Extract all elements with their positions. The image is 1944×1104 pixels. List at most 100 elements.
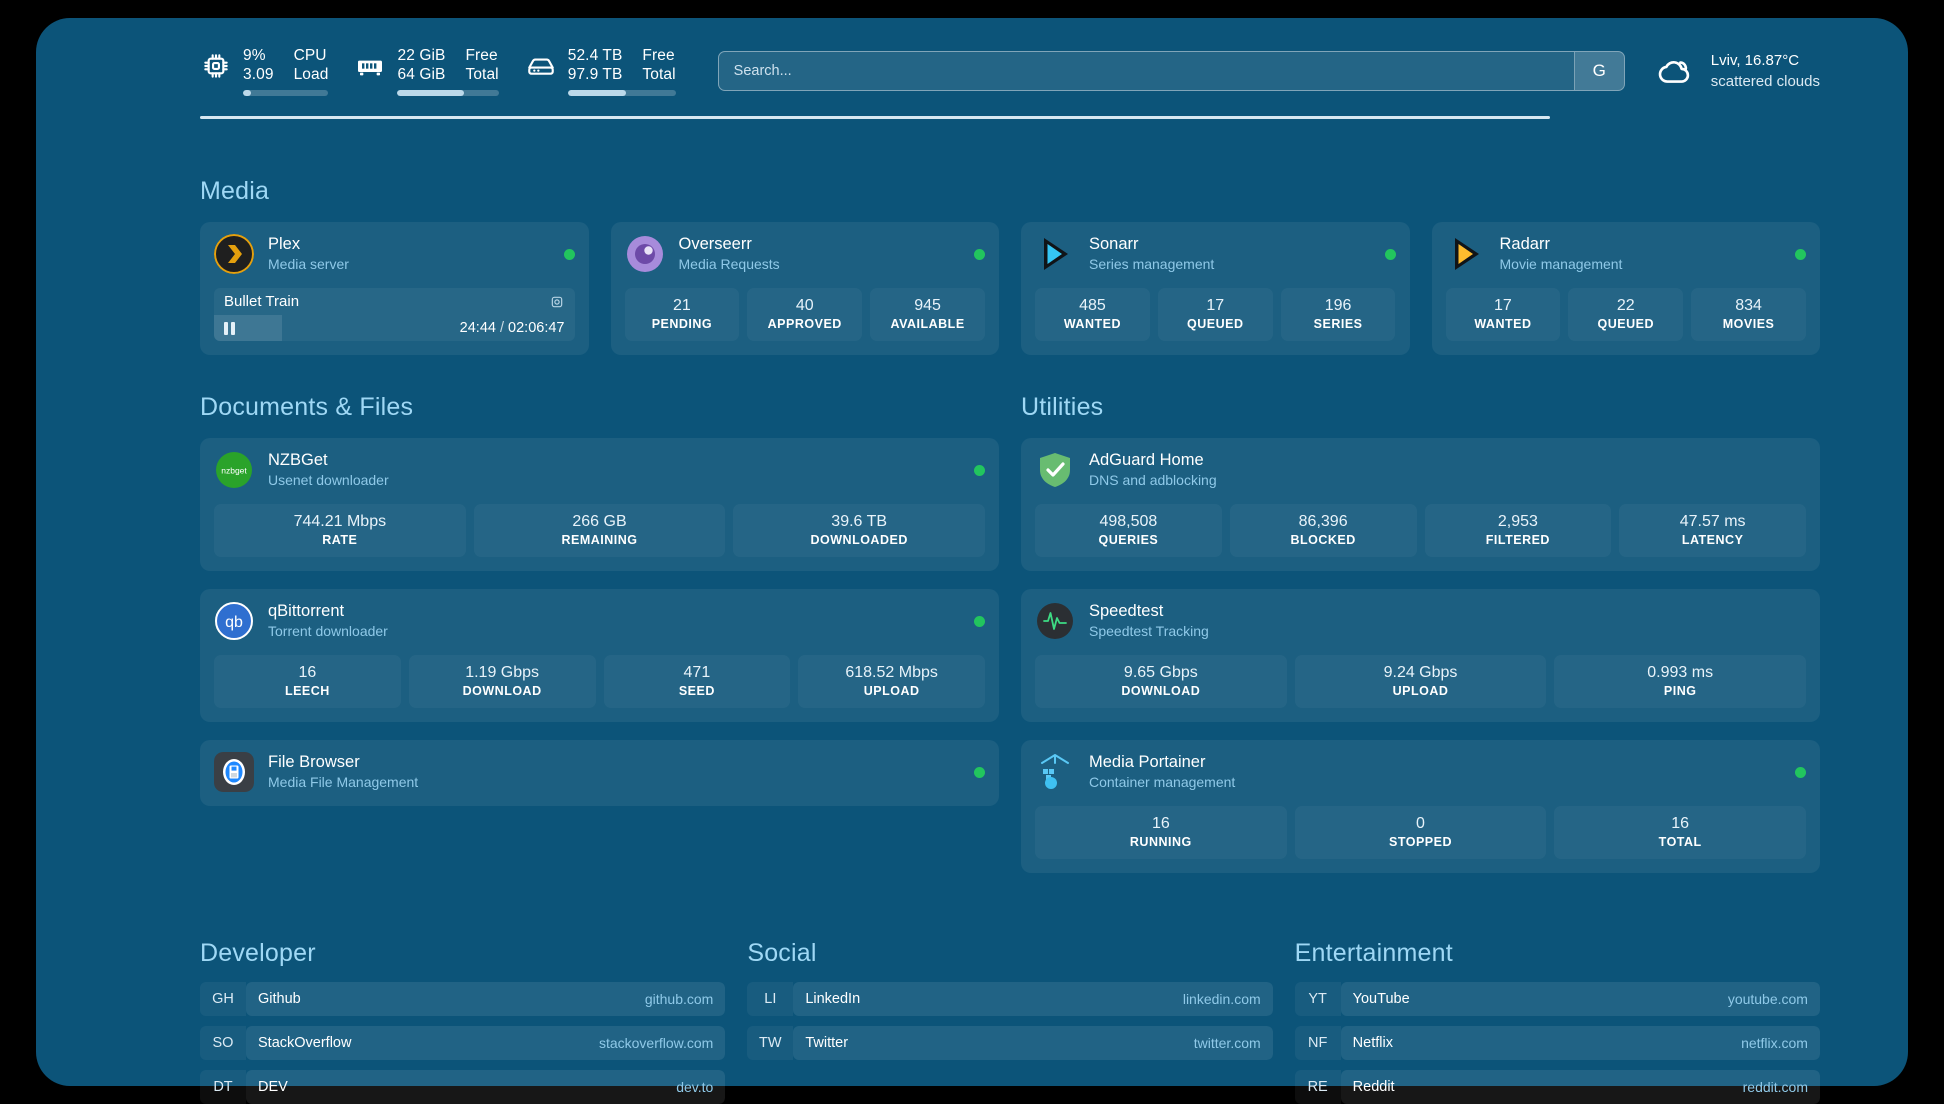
stat-value: 47.57 ms (1679, 513, 1746, 530)
bookmark-item-youtube[interactable]: YT YouTube youtube.com (1294, 982, 1820, 1016)
service-card-sonarr[interactable]: Sonarr Series management 485 WANTED 17 Q… (1021, 222, 1410, 355)
bookmark-item-reddit[interactable]: RE Reddit reddit.com (1294, 1070, 1820, 1104)
memory-label-1: Free (465, 47, 498, 64)
stat-tile: 22 QUEUED (1568, 288, 1684, 341)
stat-value: 0 (1416, 815, 1425, 832)
bookmark-abbr: YT (1294, 982, 1341, 1016)
stat-label: STOPPED (1389, 835, 1453, 849)
bookmark-name: Reddit (1352, 1079, 1395, 1095)
stat-value: 16 (298, 664, 317, 681)
stat-label: TOTAL (1658, 835, 1702, 849)
bookmark-group-social: Social LI LinkedIn linkedin.com TW Twitt… (747, 939, 1273, 1104)
service-card-overseerr[interactable]: Overseerr Media Requests 21 PENDING 40 A… (610, 222, 999, 355)
bookmark-item-linkedin[interactable]: LI LinkedIn linkedin.com (747, 982, 1273, 1016)
service-card-nzbget[interactable]: nzbget NZBGet Usenet downloader 74 (200, 438, 999, 571)
stat-value: 40 (795, 297, 814, 314)
stat-label: LEECH (284, 684, 330, 698)
stat-value: 17 (1494, 297, 1512, 314)
overseerr-desc: Media Requests (678, 256, 780, 272)
stat-value: 834 (1735, 297, 1762, 314)
service-card-portainer[interactable]: Media Portainer Container management 16 … (1021, 740, 1820, 873)
stat-label: PENDING (651, 317, 713, 331)
stat-tile: 86,396 BLOCKED (1229, 504, 1417, 557)
now-playing-time: 24:44 / 02:06:47 (459, 320, 565, 336)
plex-settings-icon[interactable] (549, 294, 565, 310)
adguard-desc: DNS and adblocking (1089, 472, 1217, 488)
bookmark-url: twitter.com (1193, 1035, 1261, 1051)
bookmark-name: StackOverflow (258, 1035, 352, 1051)
bookmark-abbr: TW (747, 1026, 794, 1060)
memory-label-2: Total (465, 66, 499, 83)
filebrowser-name: File Browser (268, 753, 360, 771)
memory-icon (354, 50, 386, 82)
stat-value: 498,508 (1099, 513, 1158, 530)
search-input[interactable] (718, 63, 1574, 79)
section-title-utilities: Utilities (1021, 393, 1104, 421)
stat-value: 9.65 Gbps (1123, 664, 1198, 681)
bookmark-item-dev[interactable]: DT DEV dev.to (200, 1070, 726, 1104)
stat-value: 945 (914, 297, 941, 314)
stat-tile: 744.21 Mbps RATE (214, 504, 466, 557)
widget-cpu[interactable]: 9% 3.09 CPU Load (200, 46, 329, 96)
stat-tile: 2,953 FILTERED (1424, 504, 1612, 557)
stat-tile: 39.6 TB DOWNLOADED (733, 504, 986, 557)
stat-label: SERIES (1313, 317, 1363, 331)
plex-now-playing: Bullet Train 24:44 / 02:06:47 (214, 288, 575, 341)
stat-tile: 0 STOPPED (1294, 806, 1547, 859)
widget-disk[interactable]: 52.4 TB 97.9 TB Free Total (525, 46, 676, 96)
now-playing-progress-bar[interactable]: 24:44 / 02:06:47 (214, 315, 575, 341)
stat-label: UPLOAD (1392, 684, 1449, 698)
bookmark-abbr: RE (1294, 1070, 1341, 1104)
portainer-desc: Container management (1089, 774, 1236, 790)
qbittorrent-name: qBittorrent (268, 602, 345, 620)
search-engine-button[interactable]: G (1573, 52, 1624, 90)
disk-label-2: Total (642, 66, 676, 83)
stat-tile: 0.993 ms PING (1554, 655, 1807, 708)
svg-text:qb: qb (225, 614, 243, 631)
stat-label: QUEUED (1187, 317, 1244, 331)
bookmark-group-developer: Developer GH Github github.com SO StackO… (200, 939, 726, 1104)
adguard-name: AdGuard Home (1089, 451, 1204, 469)
bookmark-url: dev.to (676, 1079, 714, 1095)
bookmark-item-github[interactable]: GH Github github.com (200, 982, 726, 1016)
service-card-qbittorrent[interactable]: qb qBittorrent Torrent downloader (200, 589, 999, 722)
portainer-icon (1035, 752, 1075, 792)
weather-widget[interactable]: Lviv, 16.87°C scattered clouds (1655, 50, 1820, 92)
stat-label: WANTED (1063, 317, 1121, 331)
bookmarks-section: Developer GH Github github.com SO StackO… (200, 939, 1820, 1104)
service-card-filebrowser[interactable]: File Browser Media File Management (200, 740, 999, 806)
cpu-value-1: 9% (243, 47, 266, 64)
pause-icon[interactable] (224, 321, 235, 335)
bookmark-url: youtube.com (1727, 991, 1808, 1007)
bookmark-url: netflix.com (1741, 1035, 1808, 1051)
stat-value: 86,396 (1298, 513, 1348, 530)
stat-tile: 196 SERIES (1280, 288, 1396, 341)
service-card-speedtest[interactable]: Speedtest Speedtest Tracking 9.65 Gbps D… (1021, 589, 1820, 722)
stat-tile: 471 SEED (603, 655, 791, 708)
sonarr-desc: Series management (1089, 256, 1215, 272)
widget-memory[interactable]: 22 GiB 64 GiB Free Total (354, 46, 499, 96)
nzbget-status-indicator (974, 464, 985, 476)
plex-icon (214, 234, 254, 274)
stat-label: RUNNING (1129, 835, 1192, 849)
service-card-radarr[interactable]: Radarr Movie management 17 WANTED 22 QUE… (1431, 222, 1820, 355)
bookmark-item-netflix[interactable]: NF Netflix netflix.com (1294, 1026, 1820, 1060)
stat-label: SEED (678, 684, 715, 698)
radarr-status-indicator (1795, 248, 1806, 260)
bookmark-name: Netflix (1352, 1035, 1393, 1051)
bookmark-group-title: Entertainment (1294, 939, 1453, 967)
service-card-adguard[interactable]: AdGuard Home DNS and adblocking 498,508 … (1021, 438, 1820, 571)
stat-value: 0.993 ms (1647, 664, 1714, 681)
stat-tile: 1.19 Gbps DOWNLOAD (408, 655, 596, 708)
bookmark-item-stackoverflow[interactable]: SO StackOverflow stackoverflow.com (200, 1026, 726, 1060)
service-card-plex[interactable]: Plex Media server Bullet Train (200, 222, 589, 355)
stat-tile: 498,508 QUERIES (1035, 504, 1222, 557)
search-box[interactable]: G (717, 51, 1625, 91)
disk-usage-bar (567, 90, 676, 96)
bookmark-item-twitter[interactable]: TW Twitter twitter.com (747, 1026, 1273, 1060)
section-utilities: Utilities AdGuard Home (1021, 393, 1820, 873)
stat-value: 1.19 Gbps (465, 664, 540, 681)
stat-value: 16 (1151, 815, 1170, 832)
cpu-icon (200, 50, 232, 82)
stat-tile: 16 LEECH (214, 655, 401, 708)
